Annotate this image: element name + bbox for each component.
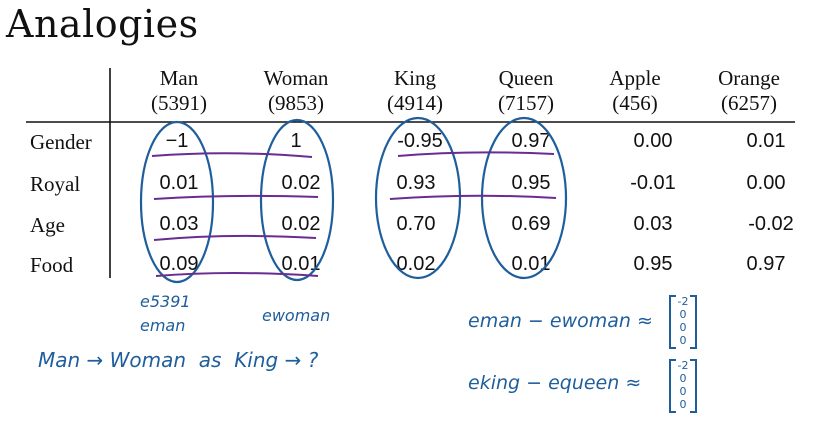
table-cell: 0.02 bbox=[281, 213, 321, 235]
vector-bracket-left-1 bbox=[669, 295, 676, 349]
table-cell: -0.95 bbox=[397, 130, 443, 152]
handwritten-e5391: e5391 bbox=[140, 292, 191, 311]
vector-entry: 0 bbox=[679, 372, 687, 385]
handwritten-analogy: Man → Woman as King → ? bbox=[38, 348, 319, 372]
column-index: (4914) bbox=[387, 91, 443, 115]
column-index: (7157) bbox=[498, 91, 554, 115]
table-cell: 1 bbox=[290, 130, 302, 152]
table-cell: 0.03 bbox=[633, 213, 673, 235]
gender-pair-underline bbox=[151, 152, 313, 158]
king-column-ellipse bbox=[374, 116, 462, 280]
vector-bracket-right-1 bbox=[690, 295, 697, 349]
queen-column-ellipse bbox=[480, 116, 568, 280]
age-pair-underline bbox=[153, 234, 317, 241]
table-cell: 0.70 bbox=[396, 213, 436, 235]
king-queen-royal-underline bbox=[389, 194, 557, 200]
vector-bracket-right-2 bbox=[690, 359, 697, 413]
table-cell: 0.97 bbox=[511, 130, 551, 152]
row-label-gender: Gender bbox=[30, 130, 92, 154]
column-word: Woman bbox=[263, 66, 329, 90]
column-header-orange: Orange (6257) bbox=[694, 66, 804, 116]
table-cell: -0.01 bbox=[630, 172, 676, 194]
table-cell: 0.09 bbox=[159, 253, 199, 275]
table-cell: −1 bbox=[165, 130, 189, 152]
column-word: Apple bbox=[609, 66, 661, 90]
column-header-queen: Queen (7157) bbox=[471, 66, 581, 116]
woman-column-ellipse bbox=[259, 118, 335, 282]
difference-vector-2: -2 0 0 0 bbox=[676, 359, 690, 411]
vector-bracket-left-2 bbox=[669, 359, 676, 413]
column-index: (5391) bbox=[151, 91, 207, 115]
column-index: (6257) bbox=[721, 91, 777, 115]
handwritten-equation-man-woman: eman − ewoman ≈ bbox=[468, 310, 653, 332]
column-word: Queen bbox=[498, 66, 554, 90]
column-word: King bbox=[394, 66, 436, 90]
royal-pair-underline bbox=[153, 194, 319, 200]
handwritten-eman: eman bbox=[140, 316, 186, 335]
table-cell: 0.01 bbox=[746, 130, 786, 152]
slide-title: Analogies bbox=[6, 2, 199, 46]
row-label-royal: Royal bbox=[30, 172, 81, 196]
column-index: (456) bbox=[612, 91, 658, 115]
table-cell: 0.01 bbox=[159, 172, 199, 194]
handwritten-ewoman: ewoman bbox=[262, 306, 331, 325]
column-header-woman: Woman (9853) bbox=[241, 66, 351, 116]
column-header-king: King (4914) bbox=[360, 66, 470, 116]
column-word: Man bbox=[159, 66, 199, 90]
table-cell: -0.02 bbox=[748, 213, 794, 235]
table-cell: 0.93 bbox=[396, 172, 436, 194]
vector-entry: 0 bbox=[679, 321, 687, 334]
column-header-apple: Apple (456) bbox=[580, 66, 690, 116]
vector-entry: -2 bbox=[677, 295, 689, 308]
table-cell: 0.95 bbox=[633, 253, 673, 275]
vector-entry: 0 bbox=[679, 398, 687, 411]
table-cell: 0.03 bbox=[159, 213, 199, 235]
table-cell: 0.01 bbox=[511, 253, 551, 275]
row-label-age: Age bbox=[30, 213, 65, 237]
table-cell: 0.00 bbox=[633, 130, 673, 152]
table-cell: 0.95 bbox=[511, 172, 551, 194]
difference-vector-1: -2 0 0 0 bbox=[676, 295, 690, 347]
table-cell: 0.01 bbox=[281, 253, 321, 275]
king-queen-gender-underline bbox=[397, 151, 555, 157]
vector-entry: 0 bbox=[679, 334, 687, 347]
table-cell: 0.02 bbox=[281, 172, 321, 194]
vector-entry: -2 bbox=[677, 359, 689, 372]
table-cell: 0.69 bbox=[511, 213, 551, 235]
food-pair-underline bbox=[155, 272, 319, 277]
table-cell: 0.97 bbox=[746, 253, 786, 275]
table-cell: 0.00 bbox=[746, 172, 786, 194]
table-cell: 0.02 bbox=[396, 253, 436, 275]
man-column-ellipse bbox=[139, 120, 215, 284]
column-header-man: Man (5391) bbox=[124, 66, 234, 116]
handwritten-equation-king-queen: eking − equeen ≈ bbox=[468, 372, 642, 394]
column-index: (9853) bbox=[268, 91, 324, 115]
vector-entry: 0 bbox=[679, 308, 687, 321]
row-label-food: Food bbox=[30, 253, 74, 277]
vector-entry: 0 bbox=[679, 385, 687, 398]
column-word: Orange bbox=[718, 66, 780, 90]
